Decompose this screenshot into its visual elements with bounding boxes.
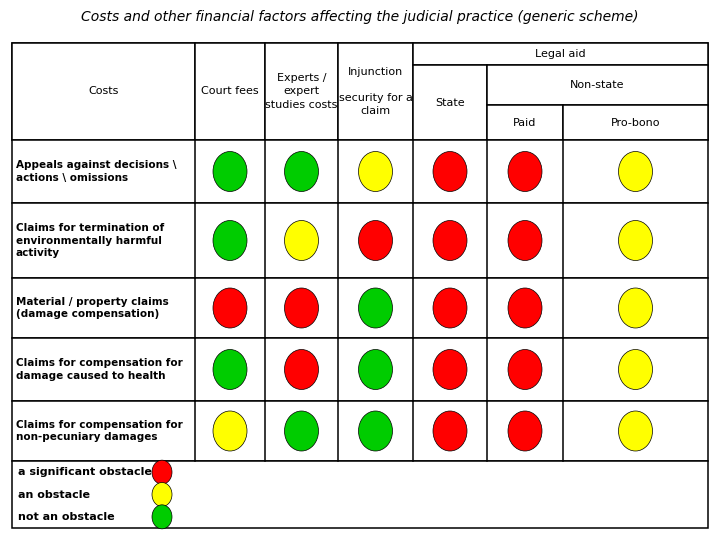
Ellipse shape — [284, 411, 318, 451]
Text: Costs: Costs — [89, 86, 119, 97]
Text: Claims for compensation for
non-pecuniary damages: Claims for compensation for non-pecuniar… — [16, 420, 183, 442]
Text: Pro-bono: Pro-bono — [611, 118, 660, 127]
Bar — [563, 105, 708, 140]
Bar — [487, 105, 563, 140]
Ellipse shape — [508, 220, 542, 260]
Ellipse shape — [618, 411, 652, 451]
Text: Costs and other financial factors affecting the judicial practice (generic schem: Costs and other financial factors affect… — [81, 10, 639, 24]
Bar — [12, 461, 708, 528]
Ellipse shape — [284, 152, 318, 192]
Ellipse shape — [433, 349, 467, 389]
Ellipse shape — [359, 349, 392, 389]
Bar — [12, 338, 708, 401]
Text: Legal aid: Legal aid — [535, 49, 586, 59]
Ellipse shape — [359, 288, 392, 328]
Ellipse shape — [152, 505, 172, 529]
Ellipse shape — [433, 288, 467, 328]
Ellipse shape — [508, 411, 542, 451]
Ellipse shape — [359, 220, 392, 260]
Text: Injunction

security for a
claim: Injunction security for a claim — [338, 67, 413, 116]
Bar — [12, 278, 708, 338]
Ellipse shape — [213, 220, 247, 260]
Ellipse shape — [152, 460, 172, 484]
Bar — [12, 203, 708, 278]
Ellipse shape — [284, 220, 318, 260]
Text: not an obstacle: not an obstacle — [18, 512, 114, 522]
Bar — [12, 140, 708, 203]
Ellipse shape — [618, 349, 652, 389]
Ellipse shape — [508, 288, 542, 328]
Text: Non-state: Non-state — [570, 80, 625, 90]
Text: Experts /
expert
studies costs: Experts / expert studies costs — [265, 73, 338, 110]
Bar — [487, 65, 708, 105]
Text: Material / property claims
(damage compensation): Material / property claims (damage compe… — [16, 297, 168, 319]
Bar — [195, 43, 265, 140]
Bar — [12, 43, 708, 140]
Text: Court fees: Court fees — [201, 86, 258, 97]
Ellipse shape — [284, 288, 318, 328]
Ellipse shape — [618, 288, 652, 328]
Ellipse shape — [284, 349, 318, 389]
Ellipse shape — [213, 288, 247, 328]
Bar — [265, 43, 338, 140]
Ellipse shape — [508, 349, 542, 389]
Ellipse shape — [618, 152, 652, 192]
Ellipse shape — [618, 220, 652, 260]
Bar — [12, 43, 195, 140]
Bar — [338, 43, 413, 140]
Text: State: State — [435, 98, 465, 107]
Text: Paid: Paid — [513, 118, 536, 127]
Bar — [12, 401, 708, 461]
Ellipse shape — [152, 483, 172, 507]
Ellipse shape — [213, 152, 247, 192]
Ellipse shape — [508, 152, 542, 192]
Bar — [413, 65, 487, 140]
Text: Claims for compensation for
damage caused to health: Claims for compensation for damage cause… — [16, 359, 183, 381]
Ellipse shape — [359, 411, 392, 451]
Text: Appeals against decisions \
actions \ omissions: Appeals against decisions \ actions \ om… — [16, 160, 176, 183]
Text: Claims for termination of
environmentally harmful
activity: Claims for termination of environmentall… — [16, 223, 164, 258]
Text: an obstacle: an obstacle — [18, 489, 90, 500]
Ellipse shape — [213, 411, 247, 451]
Ellipse shape — [433, 220, 467, 260]
Ellipse shape — [433, 152, 467, 192]
Ellipse shape — [433, 411, 467, 451]
Text: a significant obstacle: a significant obstacle — [18, 467, 152, 477]
Ellipse shape — [213, 349, 247, 389]
Ellipse shape — [359, 152, 392, 192]
Bar — [413, 43, 708, 65]
